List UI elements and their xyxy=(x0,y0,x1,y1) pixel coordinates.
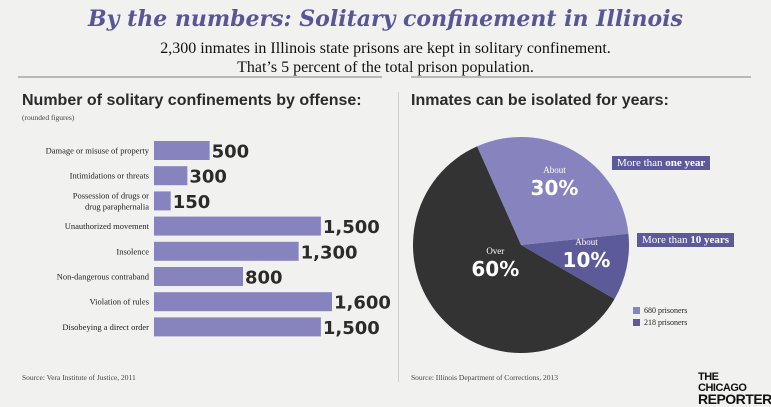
subtitle-line-1: 2,300 inmates in Illinois state prisons … xyxy=(160,40,611,57)
legend-item: 680 prisoners xyxy=(633,304,687,316)
callout-one-year: More than one year xyxy=(612,156,711,170)
pie-chart-heading: Inmates can be isolated for years: xyxy=(411,92,669,109)
callout-ten-years-pre: More than xyxy=(642,234,691,246)
pie-chart-source: Source: Illinois Department of Correctio… xyxy=(411,373,559,382)
right-heading-rule xyxy=(411,76,751,78)
bar-chart-note: (rounded figures) xyxy=(22,113,75,122)
category-label: Insolence xyxy=(116,246,149,256)
pie-slice xyxy=(413,146,615,353)
pie-slice xyxy=(477,137,629,245)
legend-label: 680 prisoners xyxy=(644,305,688,315)
pie-label-big: 10% xyxy=(563,248,611,272)
bar xyxy=(154,292,332,312)
category-label: Non-dangerous contraband xyxy=(57,272,150,282)
pie-legend: 680 prisoners 218 prisoners xyxy=(633,304,687,328)
category-label: drug paraphernalia xyxy=(85,201,149,211)
pie-label-small: About xyxy=(575,237,598,247)
value-label: 300 xyxy=(189,167,227,188)
legend-swatch xyxy=(633,306,640,314)
bar-chart-source: Source: Vera Institute of Justice, 2011 xyxy=(22,373,136,382)
pie-slice xyxy=(521,233,629,299)
pie-label-small: About xyxy=(543,165,566,175)
chicago-reporter-logo: THE CHICAGO REPORTER xyxy=(698,371,771,407)
value-label: 1,500 xyxy=(323,217,380,238)
legend-swatch xyxy=(633,318,640,326)
category-label: Disobeying a direct order xyxy=(62,322,149,332)
bar-chart-heading: Number of solitary confinements by offen… xyxy=(22,92,362,109)
bar xyxy=(154,191,171,211)
value-label: 1,600 xyxy=(334,293,391,314)
pie-label-big: 30% xyxy=(531,176,579,200)
bar xyxy=(154,141,210,160)
value-label: 500 xyxy=(212,142,250,163)
value-label: 1,500 xyxy=(323,318,380,339)
callout-ten-years-bold: 10 years xyxy=(690,234,730,246)
category-label: Intimidations or threats xyxy=(70,171,149,181)
callout-ten-years: More than 10 years xyxy=(637,233,735,247)
bar xyxy=(154,241,299,261)
bar xyxy=(154,166,188,186)
logo-line-1: THE CHICAGO xyxy=(698,371,747,394)
pie-label-big: 60% xyxy=(471,257,519,281)
legend-label: 218 prisoners xyxy=(644,317,688,327)
section-divider xyxy=(398,92,399,382)
bar-chart: Damage or misuse of property 500 Intimidat… xyxy=(46,141,391,339)
callout-one-year-bold: one year xyxy=(665,157,706,169)
bar xyxy=(154,267,243,286)
category-label: Possession of drugs or xyxy=(73,190,149,200)
left-heading-rule xyxy=(18,76,382,78)
category-label: Damage or misuse of property xyxy=(46,146,150,156)
legend-item: 218 prisoners xyxy=(633,316,687,328)
value-label: 800 xyxy=(245,268,283,289)
value-label: 150 xyxy=(173,192,211,213)
category-label: Unauthorized movement xyxy=(65,221,150,231)
category-label: Violation of rules xyxy=(90,297,149,307)
logo-line-2: REPORTER xyxy=(698,391,771,407)
callout-one-year-pre: More than xyxy=(617,157,666,169)
bar xyxy=(154,317,321,337)
subtitle: 2,300 inmates in Illinois state prisons … xyxy=(0,39,771,77)
bar xyxy=(154,216,321,236)
subtitle-line-2: That’s 5 percent of the total prison pop… xyxy=(237,59,534,76)
value-label: 1,300 xyxy=(301,242,358,263)
page-title: By the numbers: Solitary confinement in … xyxy=(88,6,683,32)
pie-label-small: Over xyxy=(486,246,504,256)
